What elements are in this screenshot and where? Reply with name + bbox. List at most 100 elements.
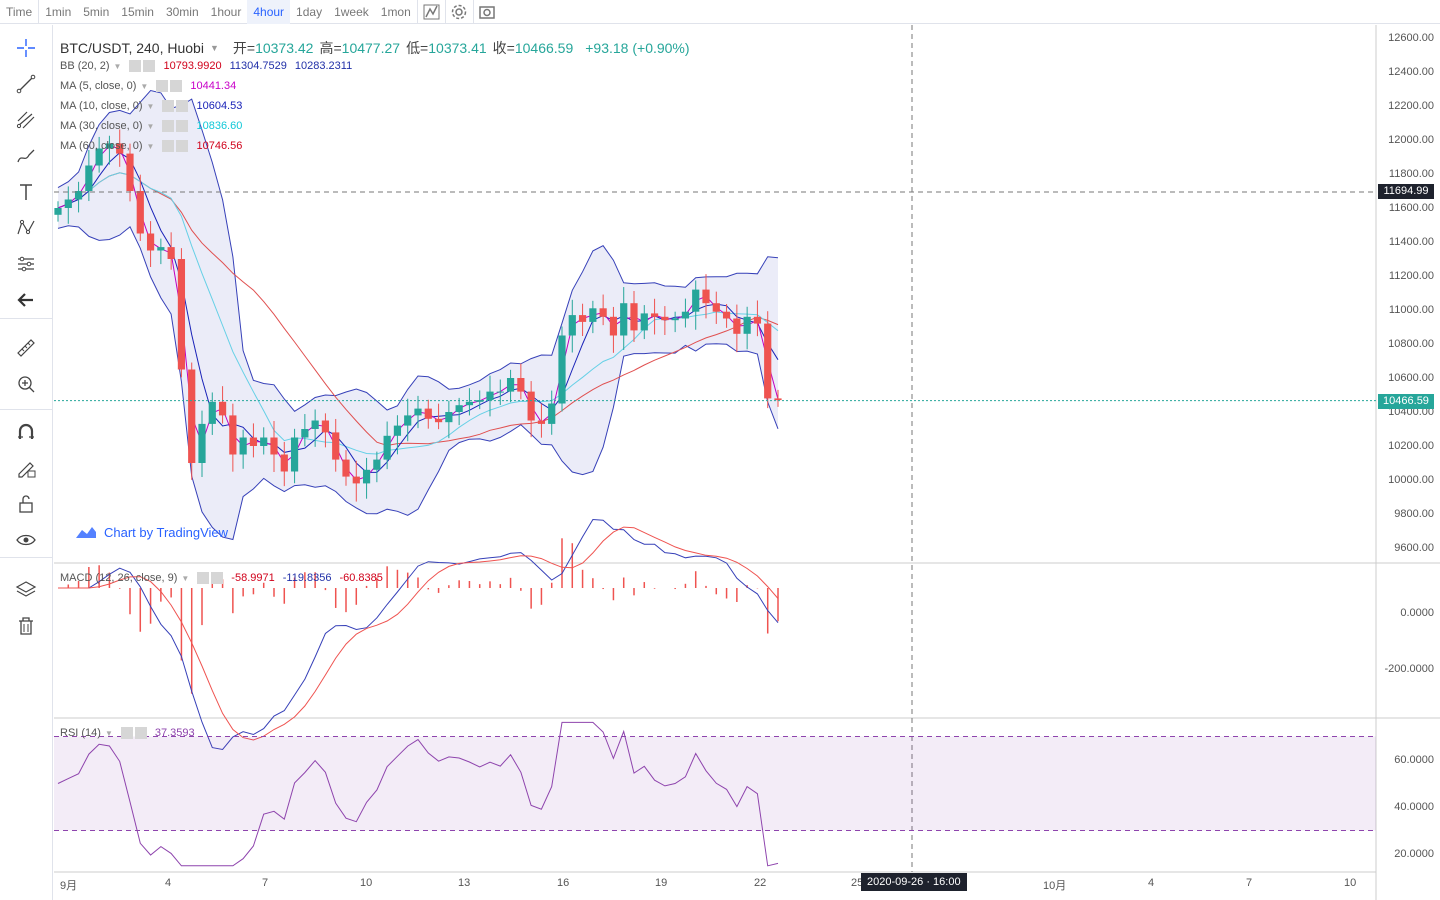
pitchfork-tool[interactable] bbox=[8, 105, 44, 135]
chart-canvas[interactable] bbox=[54, 25, 1440, 900]
brush-tool[interactable] bbox=[8, 141, 44, 171]
text-tool[interactable] bbox=[8, 177, 44, 207]
candle-body bbox=[177, 259, 186, 370]
candle-body bbox=[692, 289, 700, 312]
indicator-name[interactable]: MA (5, close, 0) bbox=[60, 80, 137, 92]
candle-body bbox=[260, 437, 268, 446]
trash-tool[interactable] bbox=[8, 611, 44, 641]
remove-indicator-icon[interactable] bbox=[211, 572, 224, 584]
timeframe-30min[interactable]: 30min bbox=[165, 4, 199, 19]
pattern-tool[interactable] bbox=[8, 213, 44, 243]
settings-indicator-icon[interactable] bbox=[129, 60, 142, 72]
indicator-legend[interactable]: MA (10, close, 0) ▼ 10604.53 bbox=[60, 100, 242, 112]
indicator-name[interactable]: BB (20, 2) bbox=[60, 60, 110, 72]
indicator-name[interactable]: MA (60, close, 0) bbox=[60, 140, 143, 152]
settings-indicator-icon[interactable] bbox=[162, 100, 175, 112]
chevron-down-icon[interactable]: ▼ bbox=[146, 121, 155, 131]
rsi-line bbox=[57, 721, 779, 867]
low-value: 10373.41 bbox=[428, 40, 487, 56]
candle-body bbox=[85, 165, 93, 191]
tradingview-logo-icon bbox=[76, 527, 96, 538]
rsi-tick-label: 60.0000 bbox=[1394, 754, 1434, 766]
indicator-value: 10441.34 bbox=[190, 80, 237, 92]
symbol-dropdown-icon[interactable]: ▼ bbox=[209, 43, 219, 53]
zoom-in-tool[interactable] bbox=[8, 369, 44, 399]
indicator-legend[interactable]: RSI (14) ▼ 37.3593 bbox=[60, 727, 195, 739]
chevron-down-icon[interactable]: ▼ bbox=[146, 101, 155, 111]
pattern-icon bbox=[17, 219, 35, 235]
toolbar-separator bbox=[0, 557, 52, 558]
candle-body bbox=[280, 454, 288, 472]
open-value: 10373.42 bbox=[255, 40, 314, 56]
magnet-tool[interactable] bbox=[8, 417, 44, 447]
text-icon bbox=[20, 184, 32, 200]
remove-indicator-icon[interactable] bbox=[134, 727, 147, 739]
prediction-tool[interactable] bbox=[8, 249, 44, 279]
indicator-value: 37.3593 bbox=[154, 727, 195, 739]
indicator-value: 10836.60 bbox=[196, 120, 243, 132]
remove-indicator-icon[interactable] bbox=[176, 100, 189, 112]
chevron-down-icon[interactable]: ▼ bbox=[140, 81, 149, 91]
indicator-name[interactable]: MA (10, close, 0) bbox=[60, 100, 143, 112]
chevron-down-icon[interactable]: ▼ bbox=[113, 61, 122, 71]
indicator-legend[interactable]: MA (30, close, 0) ▼ 10836.60 bbox=[60, 120, 242, 132]
remove-indicator-icon[interactable] bbox=[170, 80, 183, 92]
price-tick-label: 11600.00 bbox=[1388, 202, 1434, 214]
settings-button[interactable] bbox=[444, 0, 473, 24]
settings-indicator-icon[interactable] bbox=[162, 120, 175, 132]
settings-indicator-icon[interactable] bbox=[197, 572, 210, 584]
indicator-name[interactable]: MACD (12, 26, close, 9) bbox=[60, 572, 178, 584]
trend-line-tool[interactable] bbox=[8, 69, 44, 99]
indicator-button[interactable] bbox=[416, 0, 445, 24]
indicator-legend[interactable]: MA (5, close, 0) ▼ 10441.34 bbox=[60, 80, 236, 92]
eye-tool[interactable] bbox=[8, 525, 44, 555]
main-legend: BTC/USDT, 240, Huobi ▼ 开= 10373.42 高= 1047… bbox=[60, 38, 696, 58]
candle-body bbox=[712, 303, 720, 312]
remove-indicator-icon[interactable] bbox=[176, 120, 189, 132]
open-label: 开= bbox=[232, 40, 256, 56]
timeframe-5min[interactable]: 5min bbox=[83, 4, 110, 19]
indicator-legend[interactable]: MACD (12, 26, close, 9) ▼ -58.9971 -119.835… bbox=[60, 572, 383, 584]
lock-draw-tool[interactable] bbox=[8, 453, 44, 483]
timeframe-time[interactable]: Time bbox=[0, 0, 40, 24]
indicator-legend[interactable]: BB (20, 2) ▼ 10793.9920 11304.7529 10283.231… bbox=[60, 60, 352, 72]
settings-indicator-icon[interactable] bbox=[120, 727, 133, 739]
remove-indicator-icon[interactable] bbox=[143, 60, 156, 72]
settings-indicator-icon[interactable] bbox=[156, 80, 169, 92]
layers-tool[interactable] bbox=[8, 575, 44, 605]
chevron-down-icon[interactable]: ▼ bbox=[104, 728, 113, 738]
timeframe-1min[interactable]: 1min bbox=[45, 4, 72, 19]
timeframe-15min[interactable]: 15min bbox=[121, 4, 154, 19]
time-tick-label: 19 bbox=[655, 877, 668, 889]
remove-indicator-icon[interactable] bbox=[176, 140, 189, 152]
timeframe-1week[interactable]: 1week bbox=[334, 4, 369, 19]
candle-body bbox=[218, 401, 227, 416]
screenshot-button[interactable] bbox=[472, 0, 501, 24]
indicator-name[interactable]: MA (30, close, 0) bbox=[60, 120, 143, 132]
back-arrow-tool[interactable] bbox=[8, 285, 44, 315]
candle-body bbox=[455, 405, 463, 412]
timeframe-1day[interactable]: 1day bbox=[296, 4, 323, 19]
indicator-name[interactable]: RSI (14) bbox=[60, 727, 101, 739]
candle-body bbox=[599, 308, 607, 317]
candle-body bbox=[558, 335, 566, 404]
indicator-legend[interactable]: MA (60, close, 0) ▼ 10746.56 bbox=[60, 140, 242, 152]
ruler-tool[interactable] bbox=[8, 333, 44, 363]
unlock-tool[interactable] bbox=[8, 489, 44, 519]
chevron-down-icon[interactable]: ▼ bbox=[146, 141, 155, 151]
candle-body bbox=[362, 469, 371, 484]
settings-indicator-icon[interactable] bbox=[162, 140, 175, 152]
chevron-down-icon[interactable]: ▼ bbox=[181, 573, 190, 583]
timeframe-1mon[interactable]: 1mon bbox=[380, 4, 411, 19]
crosshair-tool[interactable] bbox=[8, 33, 44, 63]
trend-line-icon bbox=[16, 74, 36, 94]
symbol-label[interactable]: BTC/USDT, 240, Huobi bbox=[60, 40, 204, 56]
macd-line bbox=[58, 518, 779, 751]
timeframe-1hour[interactable]: 1hour bbox=[210, 4, 242, 19]
candle-body bbox=[568, 315, 576, 336]
timeframe-4hour[interactable]: 4hour bbox=[247, 0, 291, 24]
timeframe-toolbar: Time 1min 5min 15min 30min 1hour 4hour 1day 1wee… bbox=[0, 0, 1440, 24]
tradingview-watermark[interactable]: Chart by TradingView bbox=[68, 516, 234, 548]
price-tick-label: 10200.00 bbox=[1388, 440, 1434, 452]
crosshair-price-label: 11694.99 bbox=[1378, 184, 1434, 199]
